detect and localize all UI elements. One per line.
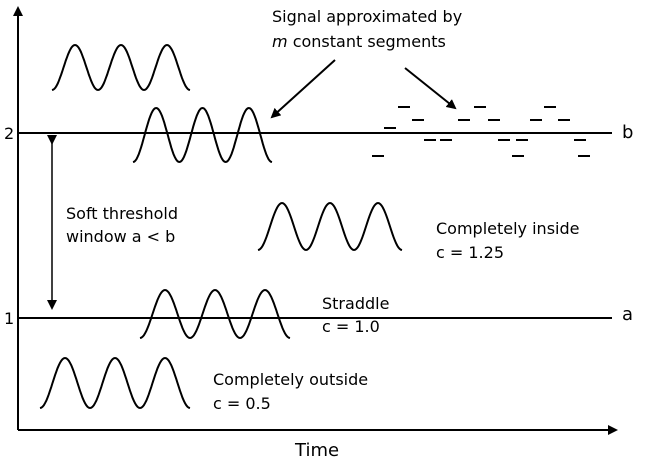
annotation: m constant segments: [272, 32, 446, 51]
signal-wave: [257, 201, 403, 252]
signal-wave: [132, 106, 273, 164]
case-value: c = 1.25: [436, 243, 504, 262]
signal-wave: [39, 356, 191, 410]
case-name: Completely inside: [436, 219, 579, 238]
segments: [372, 106, 590, 157]
annotation-var: m: [272, 32, 288, 51]
x-axis-label: Time: [294, 440, 339, 461]
line-label: a: [622, 304, 633, 325]
case-name: Completely outside: [213, 370, 368, 389]
pointer-arrow: [270, 59, 336, 119]
window-label: Soft threshold: [66, 204, 178, 223]
tick-label: 1: [4, 309, 14, 328]
annotation: constant segments: [293, 32, 446, 51]
pointer-arrow: [404, 67, 457, 110]
window-label: window a < b: [66, 227, 175, 246]
tick-label: 2: [4, 124, 14, 143]
case-name: Straddle: [322, 294, 389, 313]
case-value: c = 1.0: [322, 317, 380, 336]
signal-wave: [51, 43, 191, 92]
waves: [39, 43, 403, 410]
case-value: c = 0.5: [213, 394, 271, 413]
annotation: Signal approximated by: [272, 7, 462, 26]
signal-wave: [139, 288, 291, 340]
line-label: b: [622, 122, 633, 143]
